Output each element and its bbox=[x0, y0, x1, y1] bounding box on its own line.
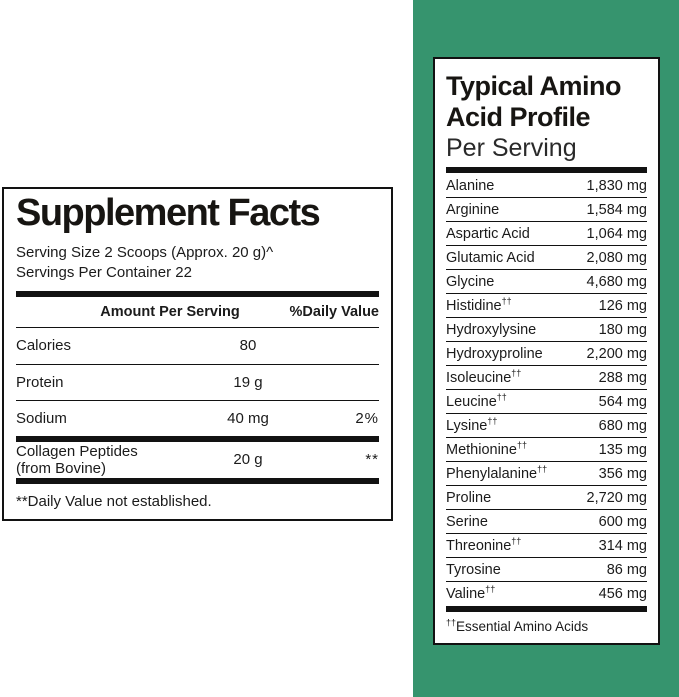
thick-divider bbox=[16, 435, 379, 442]
amino-title-line2: Acid Profile bbox=[446, 102, 591, 132]
amino-value: 288 mg bbox=[598, 369, 647, 386]
table-row: Isoleucine†† 288 mg bbox=[446, 366, 647, 390]
table-row: Hydroxyproline 2,200 mg bbox=[446, 342, 647, 366]
thick-divider bbox=[446, 606, 647, 612]
amino-value: 1,584 mg bbox=[586, 201, 647, 218]
table-row: Aspartic Acid 1,064 mg bbox=[446, 222, 647, 246]
amino-name: Glycine bbox=[446, 273, 495, 290]
amino-value: 1,830 mg bbox=[586, 177, 647, 194]
amino-name: Glutamic Acid bbox=[446, 249, 535, 266]
daily-value-footnote: **Daily Value not established. bbox=[16, 492, 212, 510]
thick-divider bbox=[16, 290, 379, 297]
table-row: Glutamic Acid 2,080 mg bbox=[446, 246, 647, 270]
amino-name: Tyrosine bbox=[446, 561, 501, 578]
amount-per-serving-header: Amount Per Serving bbox=[100, 303, 240, 320]
nutrient-amount: 19 g bbox=[233, 373, 263, 391]
table-row: Histidine†† 126 mg bbox=[446, 294, 647, 318]
amino-value: 4,680 mg bbox=[586, 273, 647, 290]
table-row: Phenylalanine†† 356 mg bbox=[446, 462, 647, 486]
essential-amino-footnote: ††Essential Amino Acids bbox=[446, 617, 589, 634]
amino-value: 1,064 mg bbox=[586, 225, 647, 242]
amino-name: Arginine bbox=[446, 201, 500, 218]
amino-name: Serine bbox=[446, 513, 488, 530]
amino-name: Hydroxyproline bbox=[446, 345, 543, 362]
table-row: Collagen Peptides (from Bovine) 20 g ** bbox=[16, 442, 379, 478]
thick-divider bbox=[446, 167, 647, 173]
amino-value: 2,720 mg bbox=[586, 489, 647, 506]
green-background-panel: Typical Amino Acid Profile Per Serving A… bbox=[413, 0, 679, 697]
amino-value: 86 mg bbox=[606, 561, 647, 578]
table-row: Arginine 1,584 mg bbox=[446, 198, 647, 222]
amino-value: 126 mg bbox=[598, 297, 647, 314]
facts-rows: Calories 80 Protein 19 g Sodium 40 mg 2% Collag… bbox=[16, 328, 379, 478]
table-row: Proline 2,720 mg bbox=[446, 486, 647, 510]
amino-rows: Alanine 1,830 mg Arginine 1,584 mg Aspartic … bbox=[446, 174, 647, 606]
thick-divider bbox=[16, 477, 379, 484]
amino-name: Hydroxylysine bbox=[446, 321, 537, 338]
amino-value: 135 mg bbox=[598, 441, 647, 458]
amino-name: Lysine†† bbox=[446, 415, 498, 434]
amino-profile-subtitle: Per Serving bbox=[446, 134, 577, 162]
table-row: Sodium 40 mg 2% bbox=[16, 399, 379, 436]
amino-name: Isoleucine†† bbox=[446, 367, 522, 386]
amino-profile-title: Typical Amino Acid Profile bbox=[446, 71, 647, 133]
amino-name: Threonine†† bbox=[446, 535, 522, 554]
nutrient-daily-value: 2% bbox=[355, 409, 379, 427]
table-row: Lysine†† 680 mg bbox=[446, 414, 647, 438]
amino-name: Methionine†† bbox=[446, 439, 527, 458]
amino-name: Proline bbox=[446, 489, 492, 506]
table-row: Glycine 4,680 mg bbox=[446, 270, 647, 294]
table-row: Valine†† 456 mg bbox=[446, 582, 647, 606]
amino-value: 180 mg bbox=[598, 321, 647, 338]
supplement-facts-panel: Supplement Facts Serving Size 2 Scoops (… bbox=[2, 187, 393, 521]
table-row: Leucine†† 564 mg bbox=[446, 390, 647, 414]
nutrient-name: Calories bbox=[16, 337, 72, 355]
nutrient-amount: 40 mg bbox=[227, 409, 269, 427]
nutrient-amount: 20 g bbox=[233, 451, 263, 469]
amino-name: Leucine†† bbox=[446, 391, 507, 410]
table-row: Serine 600 mg bbox=[446, 510, 647, 534]
amino-value: 564 mg bbox=[598, 393, 647, 410]
nutrient-name: Collagen Peptides (from Bovine) bbox=[16, 442, 138, 477]
nutrient-name: Protein bbox=[16, 373, 64, 391]
nutrient-amount: 80 bbox=[239, 337, 257, 355]
table-row: Threonine†† 314 mg bbox=[446, 534, 647, 558]
supplement-facts-title: Supplement Facts bbox=[16, 192, 321, 234]
amino-name: Valine†† bbox=[446, 584, 496, 602]
amino-name: Histidine†† bbox=[446, 295, 512, 314]
table-row: Tyrosine 86 mg bbox=[446, 558, 647, 582]
table-row: Methionine†† 135 mg bbox=[446, 438, 647, 462]
amino-name: Aspartic Acid bbox=[446, 225, 530, 242]
table-row: Hydroxylysine 180 mg bbox=[446, 318, 647, 342]
table-row: Alanine 1,830 mg bbox=[446, 174, 647, 198]
nutrient-daily-value: ** bbox=[365, 451, 379, 469]
amino-value: 456 mg bbox=[598, 586, 647, 602]
amino-value: 356 mg bbox=[598, 465, 647, 482]
serving-size-text: Serving Size 2 Scoops (Approx. 20 g)^ bbox=[16, 243, 274, 261]
amino-name: Alanine bbox=[446, 177, 495, 194]
amino-value: 600 mg bbox=[598, 513, 647, 530]
nutrient-name: Sodium bbox=[16, 409, 67, 427]
facts-column-headers: Amount Per Serving %Daily Value bbox=[16, 297, 379, 328]
amino-title-line1: Typical Amino bbox=[446, 71, 622, 101]
table-row: Calories 80 bbox=[16, 328, 379, 364]
amino-value: 314 mg bbox=[598, 537, 647, 554]
table-row: Protein 19 g bbox=[16, 363, 379, 400]
amino-value: 680 mg bbox=[598, 417, 647, 434]
amino-name: Phenylalanine†† bbox=[446, 463, 548, 482]
amino-value: 2,200 mg bbox=[586, 345, 647, 362]
servings-per-container-text: Servings Per Container 22 bbox=[16, 263, 192, 281]
daily-value-header: %Daily Value bbox=[289, 303, 379, 320]
amino-acid-profile-panel: Typical Amino Acid Profile Per Serving A… bbox=[433, 57, 660, 645]
amino-value: 2,080 mg bbox=[586, 249, 647, 266]
